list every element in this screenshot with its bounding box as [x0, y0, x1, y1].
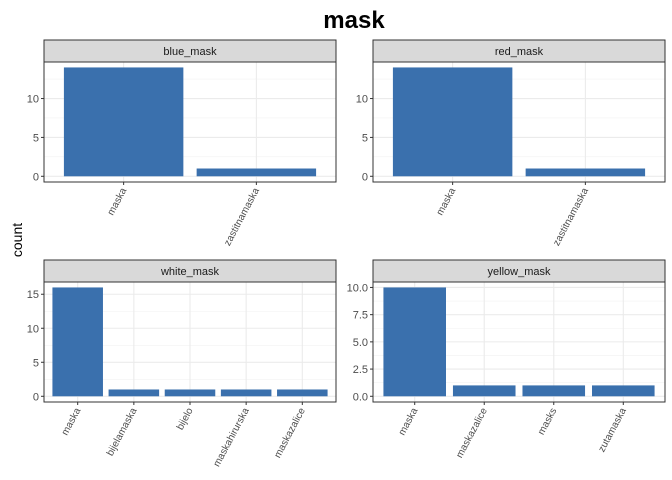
facet-strip-label: red_mask — [495, 46, 544, 58]
x-tick-label: zutamaska — [597, 406, 630, 454]
y-tick-label: 0 — [33, 391, 39, 403]
y-tick-label: 0.0 — [353, 391, 368, 403]
x-tick-label: bijelo — [175, 406, 196, 432]
x-tick-label: maskazalice — [272, 406, 308, 460]
y-tick-label: 10 — [27, 323, 39, 335]
y-tick-label: 5 — [33, 132, 39, 144]
facet-strip-label: blue_mask — [163, 46, 217, 58]
facet-panel-white-mask: white_mask 0 5 10 15 maska bijelamaska bijelo ma… — [27, 259, 337, 469]
bar-maska — [52, 287, 103, 397]
y-tick-label: 5 — [362, 132, 368, 144]
facet-strip-label: white_mask — [160, 266, 220, 278]
y-tick-label: 10 — [356, 94, 368, 106]
bar-maskahirurska — [220, 389, 272, 397]
y-tick-label: 0 — [33, 171, 39, 183]
bar-masks — [522, 385, 586, 397]
bar-bijelamaska — [108, 389, 160, 397]
bar-zastitnamaska — [196, 168, 317, 177]
chart-title: mask — [323, 7, 385, 34]
facet-panel-yellow-mask: yellow_mask 0.0 2.5 5.0 7.5 10.0 maska maskazal… — [347, 259, 666, 460]
x-tick-label: zastitnamaska — [222, 186, 262, 248]
x-tick-label: maskahirurska — [212, 406, 252, 469]
x-tick-label: maska — [435, 186, 459, 218]
x-tick-label: maska — [397, 406, 421, 438]
y-tick-label: 7.5 — [353, 310, 368, 322]
bar-maskazalice — [452, 385, 516, 397]
panel-border — [372, 61, 666, 183]
bar-maska — [63, 67, 184, 177]
bar-maskazalice — [277, 389, 328, 397]
y-tick-label: 0 — [362, 171, 368, 183]
x-tick-label: maska — [60, 406, 84, 438]
bar-bijelo — [164, 389, 216, 397]
x-tick-label: masks — [536, 406, 559, 437]
x-tick-label: maskazalice — [454, 406, 490, 460]
y-tick-label: 5.0 — [353, 337, 368, 349]
y-axis-label: count — [9, 223, 25, 257]
x-tick-label: maska — [106, 186, 130, 218]
facet-strip-label: yellow_mask — [488, 266, 551, 278]
x-tick-label: bijelamaska — [105, 406, 140, 458]
y-tick-label: 2.5 — [353, 364, 368, 376]
facet-panels: blue_mask 0 5 10 maska zastitnamaska red_mask 0… — [27, 39, 666, 469]
bar-maska — [392, 67, 513, 177]
y-tick-label: 15 — [27, 289, 39, 301]
y-tick-label: 10 — [27, 94, 39, 106]
bar-zastitnamaska — [525, 168, 646, 177]
y-tick-label: 5 — [33, 357, 39, 369]
bar-maska — [383, 287, 446, 397]
bar-zutamaska — [592, 385, 655, 397]
y-tick-label: 10.0 — [347, 282, 368, 294]
facet-panel-blue-mask: blue_mask 0 5 10 maska zastitnamaska — [27, 39, 337, 248]
x-tick-label: zastitnamaska — [551, 186, 591, 248]
facet-panel-red-mask: red_mask 0 5 10 maska zastitnamaska — [356, 39, 666, 248]
panel-border — [43, 61, 337, 183]
